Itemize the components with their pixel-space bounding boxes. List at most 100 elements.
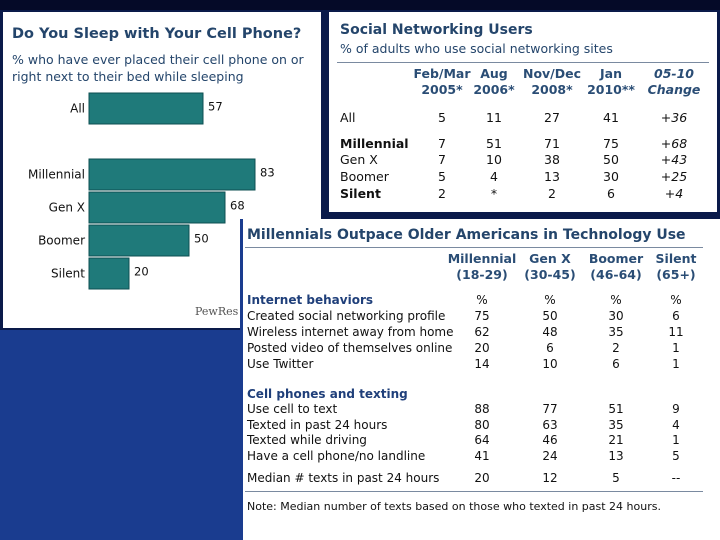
tech-table-cell: 20	[474, 471, 490, 485]
tech-table-cell: 6	[672, 309, 680, 323]
tech-table-cell: 6	[546, 341, 554, 355]
social-table-cell: 27	[544, 110, 560, 125]
tech-table-cell: %	[544, 293, 556, 307]
tech-row-label: Texted in past 24 hours	[247, 417, 388, 432]
sleep-chart-title: Do You Sleep with Your Cell Phone?	[12, 26, 302, 42]
tech-table-cell: 51	[608, 402, 624, 416]
tech-table-cell: 35	[608, 325, 624, 339]
tech-column-header: Millennial (18-29)	[447, 251, 517, 282]
sleep-chart-panel: Do You Sleep with Your Cell Phone? % who…	[3, 12, 321, 328]
social-table-cell: +4	[664, 186, 684, 201]
social-table-cell: 50	[603, 152, 619, 167]
tech-row-label: Use Twitter	[247, 357, 314, 371]
tech-row-label: Posted video of themselves online	[247, 341, 453, 355]
social-table-cell: 5	[438, 169, 446, 184]
social-row-label: All	[340, 110, 356, 125]
tech-table-cell: 80	[474, 417, 490, 432]
tech-table-cell: 30	[608, 309, 624, 323]
social-table-rule	[337, 62, 709, 63]
social-table-cell: 7	[438, 152, 446, 167]
bar-value-label: 68	[230, 199, 245, 213]
social-table-cell: +68	[660, 136, 688, 151]
social-row-label: Gen X	[340, 152, 378, 167]
social-table-cell: +36	[660, 110, 688, 125]
social-table-cell: *	[490, 186, 498, 201]
tech-table-cell: 21	[608, 433, 624, 447]
social-table-title: Social Networking Users	[340, 22, 533, 38]
bar	[88, 158, 256, 191]
tech-table-cell: 14	[474, 357, 490, 371]
tech-row-label: Median # texts in past 24 hours	[247, 471, 440, 485]
tech-table-cell: 63	[542, 417, 558, 432]
social-table-cell: 41	[603, 110, 619, 125]
tech-table-cell: 9	[672, 402, 680, 416]
sleep-chart-subtitle: % who have ever placed their cell phone …	[12, 52, 304, 84]
bar-category-label: Millennial	[28, 168, 85, 182]
social-table-cell: 71	[544, 136, 560, 151]
tech-table-cell: 11	[668, 325, 684, 339]
social-table-cell: 2	[548, 186, 556, 201]
tech-table-cell: 24	[542, 448, 558, 463]
tech-table-cell: 2	[612, 341, 620, 355]
social-table-cell: 51	[486, 136, 502, 151]
tech-column-header: Gen X (30-45)	[524, 251, 576, 282]
tech-table-cell: 46	[542, 433, 558, 447]
social-table-cell: 30	[603, 169, 619, 184]
social-table-cell: 13	[544, 169, 560, 184]
tech-column-header: Boomer (46-64)	[588, 251, 644, 282]
social-table-cell: 11	[486, 110, 502, 125]
tech-table-cell: 20	[474, 341, 490, 355]
social-networking-panel: Social Networking Users % of adults who …	[329, 12, 717, 212]
tech-table-cell: 75	[474, 309, 490, 323]
background-top-band	[0, 0, 720, 10]
background-blue-block	[0, 330, 240, 540]
tech-table-cell: 48	[542, 325, 558, 339]
tech-table-cell: 64	[474, 433, 490, 447]
tech-row-label: Have a cell phone/no landline	[247, 448, 426, 463]
tech-table-cell: 1	[672, 357, 680, 371]
social-column-header: Aug 2006*	[473, 66, 515, 97]
tech-use-panel: Millennials Outpace Older Americans in T…	[240, 219, 720, 540]
bar-value-label: 50	[194, 232, 209, 246]
social-table-cell: +43	[660, 152, 688, 167]
bar	[88, 191, 226, 224]
social-row-label: Boomer	[340, 169, 389, 184]
social-row-label: Millennial	[340, 136, 409, 151]
social-table-cell: 7	[438, 136, 446, 151]
tech-table-cell: 77	[542, 402, 558, 416]
tech-table-cell: 6	[612, 357, 620, 371]
tech-table-cell: 10	[542, 357, 558, 371]
sleep-bar-chart: All 57 Millennial 83 Gen X 68 Boomer 50 Silent 20	[28, 92, 275, 290]
tech-table-rule-bottom	[245, 491, 703, 492]
bar-value-label: 20	[134, 265, 149, 279]
source-label: PewRes	[195, 305, 239, 318]
social-table-cell: 2	[438, 186, 446, 201]
social-table-cell: 6	[607, 186, 615, 201]
tech-row-label: Created social networking profile	[247, 309, 446, 323]
tech-table-cell: %	[476, 293, 488, 307]
social-table-cell: 4	[490, 169, 498, 184]
bar	[88, 92, 204, 125]
tech-table-title: Millennials Outpace Older Americans in T…	[247, 227, 686, 243]
bar-category-label: Boomer	[38, 234, 85, 248]
tech-table-cell: %	[670, 293, 682, 307]
tech-table-cell: 1	[672, 433, 680, 447]
tech-table-cell: 5	[612, 471, 620, 485]
social-column-header: Feb/Mar 2005*	[413, 66, 471, 97]
tech-table-cell: %	[610, 293, 622, 307]
tech-table-note: Note: Median number of texts based on th…	[247, 500, 661, 513]
social-row-label: Silent	[340, 186, 381, 201]
social-table-subtitle: % of adults who use social networking si…	[340, 41, 613, 56]
tech-table-cell: 4	[672, 417, 680, 432]
bar-category-label: Silent	[51, 267, 85, 281]
tech-table-cell: 1	[672, 341, 680, 355]
tech-table-cell: 50	[542, 309, 558, 323]
tech-row-label: Texted while driving	[247, 433, 367, 447]
bar-category-label: All	[70, 102, 85, 116]
tech-section-heading: Internet behaviors	[247, 293, 374, 307]
bar-value-label: 57	[208, 100, 223, 114]
tech-table-cell: 13	[608, 448, 624, 463]
social-column-header: Jan 2010**	[587, 66, 635, 97]
tech-table-cell: 35	[608, 417, 624, 432]
tech-table-cell: 62	[474, 325, 490, 339]
